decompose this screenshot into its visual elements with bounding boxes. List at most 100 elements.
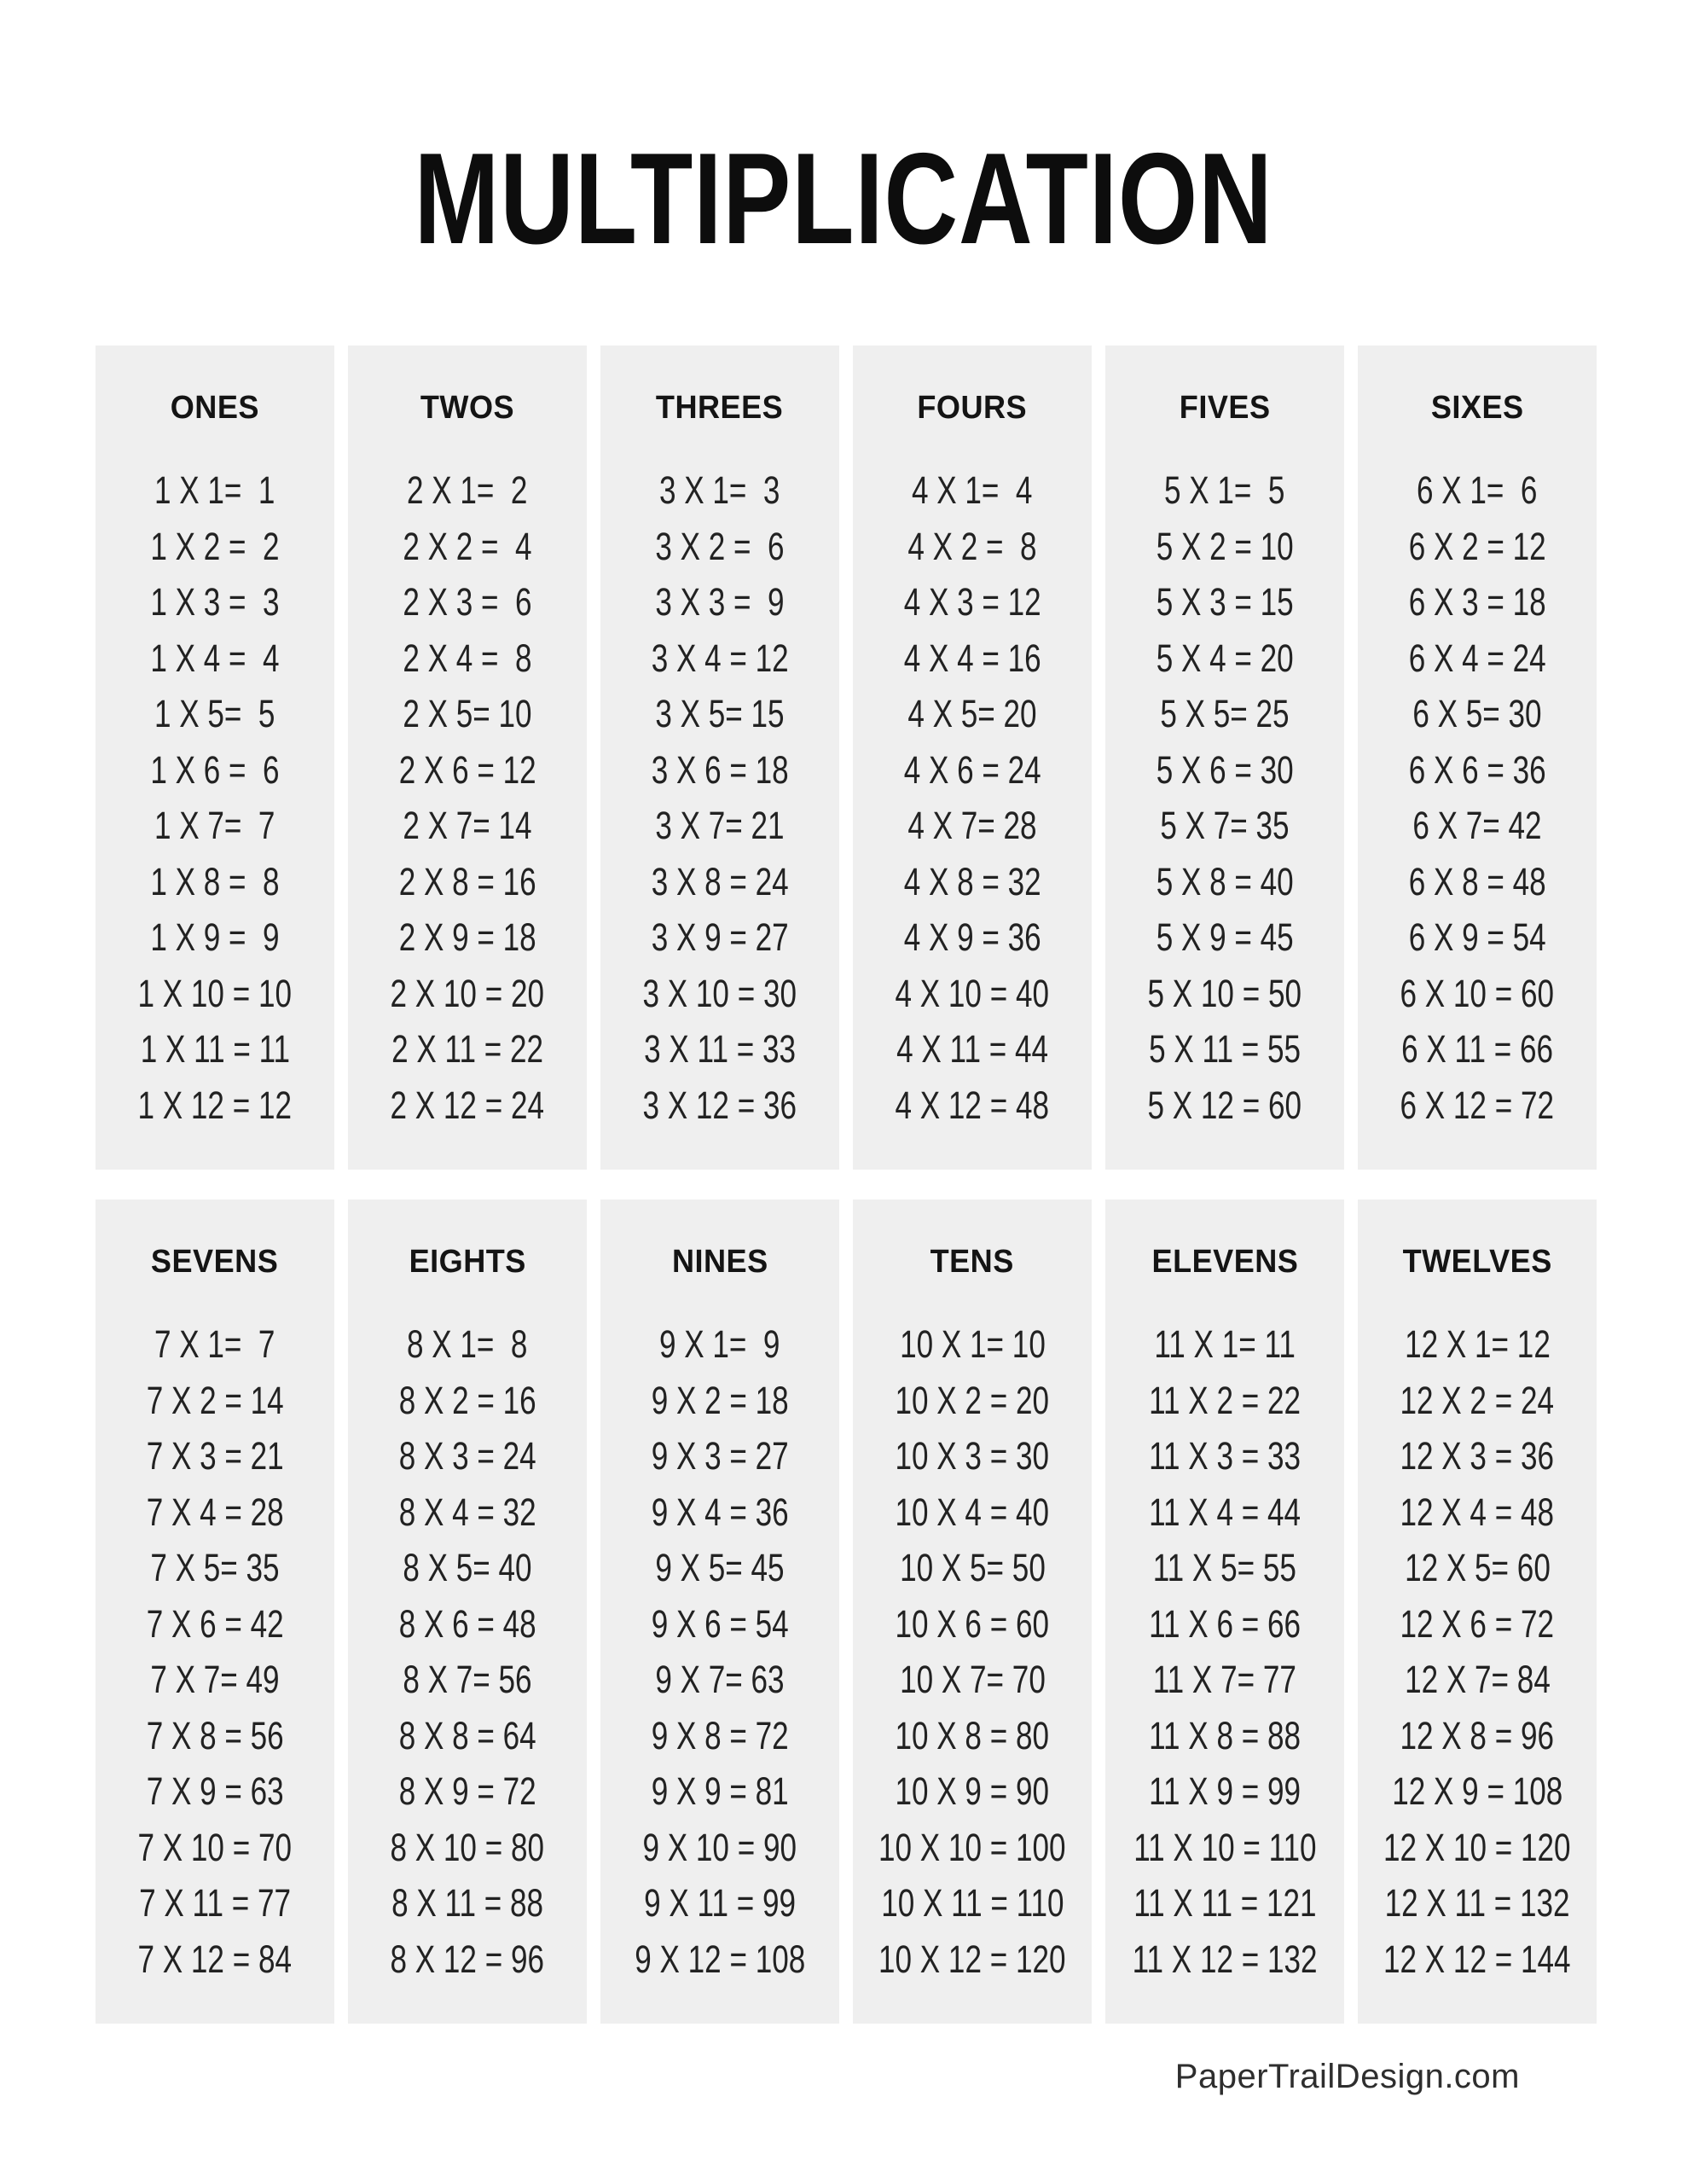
table-title: FIVES — [1179, 390, 1271, 426]
equation: 11 X 10 = 110 — [1133, 1825, 1317, 1869]
equation: 6 X 3 = 18 — [1408, 580, 1546, 624]
equation: 4 X 2 = 8 — [907, 524, 1037, 568]
equation: 4 X 11 = 44 — [896, 1027, 1048, 1071]
equation: 10 X 7= 70 — [899, 1658, 1046, 1701]
equation: 11 X 4 = 44 — [1149, 1490, 1301, 1534]
equation: 5 X 4 = 20 — [1156, 636, 1294, 680]
equation: 2 X 12 = 24 — [390, 1083, 545, 1127]
equation: 11 X 6 = 66 — [1149, 1601, 1301, 1646]
equation: 3 X 3 = 9 — [655, 580, 785, 624]
equation: 3 X 11 = 33 — [644, 1027, 796, 1071]
equation: 5 X 5= 25 — [1160, 692, 1290, 735]
table-panel-fives: FIVES 5 X 1= 5 5 X 2 = 10 5 X 3 = 15 5 X 4 =… — [1105, 346, 1344, 1170]
equation: 1 X 9 = 9 — [150, 915, 280, 959]
equation: 12 X 3 = 36 — [1400, 1434, 1555, 1478]
tables-row-bottom: SEVENS 7 X 1= 7 7 X 2 = 14 7 X 3 = 21 7 X 4 … — [96, 1199, 1597, 2024]
equation: 12 X 7= 84 — [1404, 1658, 1551, 1701]
equation: 6 X 4 = 24 — [1408, 636, 1546, 680]
equation-list: 9 X 1= 9 9 X 2 = 18 9 X 3 = 27 9 X 4 = 36 9 … — [600, 1316, 839, 1987]
equation: 2 X 9 = 18 — [398, 915, 536, 959]
table-title: THREES — [656, 390, 784, 426]
equation: 10 X 8 = 80 — [895, 1713, 1050, 1757]
table-title: ONES — [170, 390, 260, 426]
equation: 7 X 3 = 21 — [146, 1434, 284, 1478]
equation: 5 X 6 = 30 — [1156, 747, 1294, 792]
equation: 9 X 1= 9 — [659, 1322, 780, 1366]
equation: 11 X 7= 77 — [1152, 1658, 1297, 1701]
equation: 11 X 11 = 121 — [1133, 1881, 1317, 1925]
equation-list: 5 X 1= 5 5 X 2 = 10 5 X 3 = 15 5 X 4 = 20 5 … — [1105, 462, 1344, 1133]
equation-list: 3 X 1= 3 3 X 2 = 6 3 X 3 = 9 3 X 4 = 12 3 X … — [600, 462, 839, 1133]
equation: 2 X 4 = 8 — [403, 636, 532, 680]
equation: 12 X 4 = 48 — [1400, 1490, 1555, 1534]
equation: 3 X 2 = 6 — [655, 524, 785, 568]
equation: 11 X 1= 11 — [1154, 1322, 1296, 1366]
page-title: MULTIPLICATION — [414, 126, 1273, 271]
equation: 7 X 1= 7 — [154, 1322, 275, 1366]
equation: 8 X 11 = 88 — [391, 1881, 543, 1925]
equation: 1 X 4 = 4 — [150, 636, 280, 680]
equation: 11 X 8 = 88 — [1149, 1713, 1301, 1757]
equation: 4 X 5= 20 — [907, 692, 1037, 735]
equation: 12 X 9 = 108 — [1391, 1769, 1563, 1813]
equation: 9 X 12 = 108 — [634, 1937, 806, 1981]
equation: 2 X 10 = 20 — [390, 971, 545, 1015]
equation: 12 X 10 = 120 — [1383, 1825, 1571, 1869]
equation: 8 X 12 = 96 — [390, 1937, 545, 1981]
table-panel-eights: EIGHTS 8 X 1= 8 8 X 2 = 16 8 X 3 = 24 8 X 4 … — [348, 1199, 587, 2024]
equation: 10 X 1= 10 — [899, 1322, 1046, 1366]
equation: 5 X 7= 35 — [1160, 804, 1290, 847]
equation: 7 X 2 = 14 — [146, 1378, 284, 1422]
table-panel-threes: THREES 3 X 1= 3 3 X 2 = 6 3 X 3 = 9 3 X 4 = … — [600, 346, 839, 1170]
equation: 4 X 7= 28 — [907, 804, 1037, 847]
table-panel-fours: FOURS 4 X 1= 4 4 X 2 = 8 4 X 3 = 12 4 X 4 = … — [853, 346, 1092, 1170]
equation: 1 X 2 = 2 — [150, 524, 280, 568]
equation: 4 X 12 = 48 — [895, 1083, 1050, 1127]
equation: 1 X 7= 7 — [154, 804, 275, 847]
equation: 1 X 12 = 12 — [137, 1083, 293, 1127]
table-title: SIXES — [1430, 390, 1524, 426]
equation: 1 X 5= 5 — [154, 692, 275, 735]
equation: 4 X 9 = 36 — [903, 915, 1041, 959]
table-panel-twelves: TWELVES 12 X 1= 12 12 X 2 = 24 12 X 3 = 36 1… — [1358, 1199, 1597, 2024]
equation: 5 X 10 = 50 — [1147, 971, 1302, 1015]
equation: 9 X 10 = 90 — [642, 1825, 797, 1869]
equation: 11 X 2 = 22 — [1149, 1378, 1301, 1422]
equation: 8 X 2 = 16 — [398, 1378, 536, 1422]
equation: 12 X 1= 12 — [1404, 1322, 1551, 1366]
equation: 8 X 10 = 80 — [390, 1825, 545, 1869]
equation: 6 X 10 = 60 — [1400, 971, 1555, 1015]
equation: 1 X 6 = 6 — [150, 747, 280, 792]
equation: 2 X 7= 14 — [403, 804, 532, 847]
equation: 8 X 8 = 64 — [398, 1713, 536, 1757]
equation: 9 X 8 = 72 — [651, 1713, 789, 1757]
equation: 6 X 7= 42 — [1412, 804, 1542, 847]
equation: 11 X 12 = 132 — [1132, 1937, 1318, 1981]
equation: 7 X 5= 35 — [150, 1546, 280, 1589]
equation: 12 X 8 = 96 — [1400, 1713, 1555, 1757]
equation: 10 X 10 = 100 — [878, 1825, 1066, 1869]
equation: 4 X 1= 4 — [912, 468, 1033, 512]
equation: 2 X 11 = 22 — [391, 1027, 543, 1071]
equation-list: 6 X 1= 6 6 X 2 = 12 6 X 3 = 18 6 X 4 = 24 6 … — [1358, 462, 1597, 1133]
equation: 3 X 6 = 18 — [651, 747, 789, 792]
table-title: TWOS — [420, 390, 515, 426]
equation: 2 X 1= 2 — [407, 468, 528, 512]
table-panel-elevens: ELEVENS 11 X 1= 11 11 X 2 = 22 11 X 3 = 33 1… — [1105, 1199, 1344, 2024]
equation: 5 X 11 = 55 — [1149, 1027, 1301, 1071]
equation: 3 X 10 = 30 — [642, 971, 797, 1015]
table-panel-nines: NINES 9 X 1= 9 9 X 2 = 18 9 X 3 = 27 9 X 4 =… — [600, 1199, 839, 2024]
equation: 6 X 5= 30 — [1412, 692, 1542, 735]
equation: 9 X 4 = 36 — [651, 1490, 789, 1534]
equation: 9 X 2 = 18 — [651, 1378, 789, 1422]
equation: 2 X 3 = 6 — [403, 580, 532, 624]
equation: 10 X 9 = 90 — [895, 1769, 1050, 1813]
equation: 11 X 3 = 33 — [1149, 1434, 1301, 1478]
equation: 6 X 9 = 54 — [1408, 915, 1546, 959]
equation: 9 X 3 = 27 — [651, 1434, 789, 1478]
equation: 10 X 3 = 30 — [895, 1434, 1050, 1478]
equation: 4 X 8 = 32 — [903, 859, 1041, 903]
